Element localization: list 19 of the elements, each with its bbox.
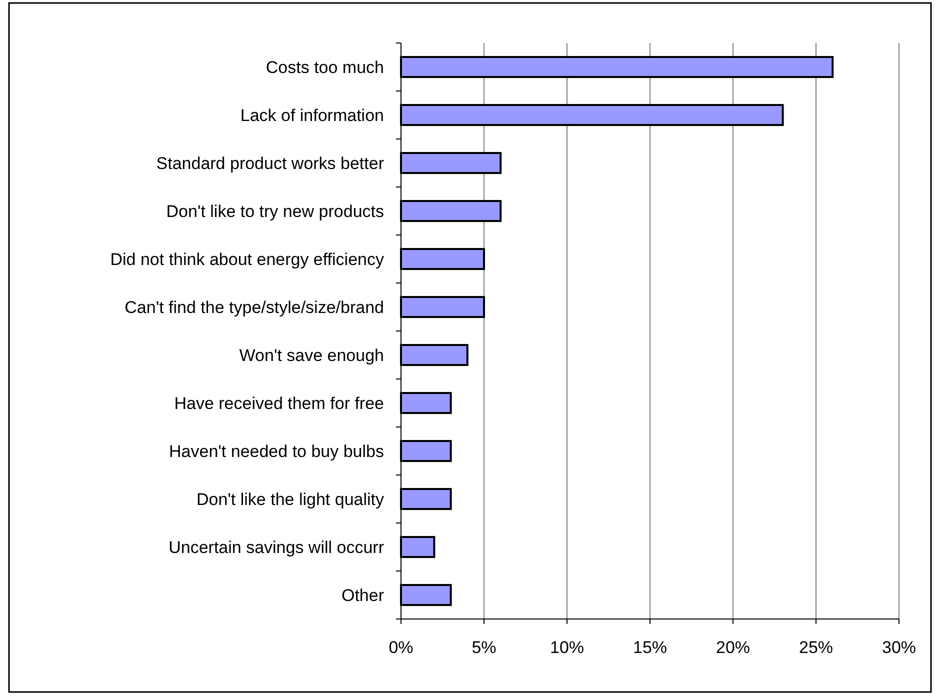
y-tick-label: Costs too much xyxy=(266,58,384,77)
y-tick-label: Lack of information xyxy=(240,106,384,125)
x-tick-label: 5% xyxy=(472,638,496,657)
x-tick-label: 30% xyxy=(882,638,916,657)
y-tick-label: Uncertain savings will occurr xyxy=(168,538,384,557)
y-tick-label: Did not think about energy efficiency xyxy=(110,250,384,269)
x-tick-label: 20% xyxy=(716,638,750,657)
y-tick-label: Other xyxy=(341,586,384,605)
y-tick-label: Don't like to try new products xyxy=(166,202,384,221)
x-tick-label: 10% xyxy=(550,638,584,657)
x-tick-label: 25% xyxy=(798,638,834,657)
y-tick-label: Don't like the light quality xyxy=(196,490,384,509)
y-tick-label: Haven't needed to buy bulbs xyxy=(169,442,384,461)
y-tick-label: Won't save enough xyxy=(239,346,384,365)
y-tick-label: Can't find the type/style/size/brand xyxy=(124,298,384,317)
y-tick-label: Standard product works better xyxy=(156,154,384,173)
x-tick-label: 0% xyxy=(388,638,414,657)
x-tick-label: 15% xyxy=(632,638,668,657)
y-tick-label: Have received them for free xyxy=(174,394,384,413)
